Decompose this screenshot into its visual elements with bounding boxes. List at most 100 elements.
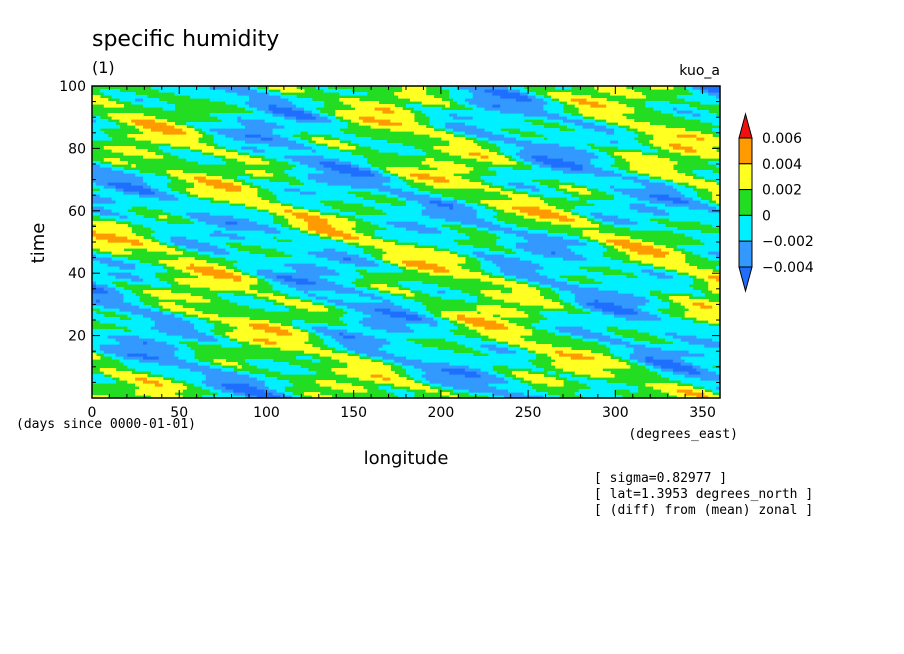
- field-cell: [676, 374, 682, 378]
- field-cell: [433, 284, 438, 288]
- field-cell: [209, 368, 215, 372]
- field-cell: [531, 395, 537, 398]
- field-cell: [170, 296, 176, 300]
- field-cell: [300, 326, 305, 330]
- field-cell: [511, 389, 517, 393]
- field-cell: [441, 296, 446, 300]
- field-cell: [500, 383, 505, 387]
- field-cell: [358, 371, 364, 375]
- field-cell: [386, 326, 391, 330]
- field-cell: [201, 371, 207, 375]
- field-cell: [335, 278, 340, 282]
- field-cell: [539, 374, 544, 378]
- field-cell: [323, 290, 329, 294]
- field-cell: [190, 365, 195, 369]
- field-cell: [653, 362, 658, 366]
- field-cell: [260, 320, 266, 324]
- field-cell: [468, 272, 474, 276]
- field-cell: [417, 281, 423, 285]
- field-cell: [590, 389, 595, 393]
- field-cell: [582, 395, 588, 398]
- field-cell: [201, 326, 207, 330]
- field-cell: [268, 323, 274, 327]
- field-cell: [708, 332, 713, 336]
- field-cell: [205, 269, 211, 273]
- field-cell: [339, 386, 344, 390]
- field-cell: [437, 317, 442, 321]
- field-cell: [700, 383, 705, 387]
- field-cell: [515, 311, 521, 315]
- field-cell: [296, 287, 301, 291]
- field-cell: [708, 353, 713, 357]
- field-cell: [347, 383, 352, 387]
- field-cell: [335, 290, 340, 294]
- field-cell: [300, 281, 305, 285]
- field-cell: [178, 308, 183, 312]
- field-cell: [370, 362, 376, 366]
- field-cell: [382, 287, 387, 291]
- field-cell: [241, 374, 246, 378]
- field-cell: [139, 302, 144, 306]
- field-cell: [370, 284, 376, 288]
- field-cell: [531, 290, 537, 294]
- field-cell: [484, 362, 490, 366]
- field-cell: [668, 272, 674, 276]
- field-cell: [488, 344, 493, 348]
- field-cell: [661, 371, 666, 375]
- field-cell: [437, 368, 442, 372]
- field-cell: [484, 332, 490, 336]
- field-cell: [288, 338, 293, 342]
- field-cell: [249, 386, 254, 390]
- field-cell: [460, 341, 466, 345]
- field-cell: [370, 371, 376, 375]
- field-cell: [92, 302, 97, 306]
- field-cell: [449, 332, 454, 336]
- field-cell: [221, 380, 227, 384]
- field-cell: [425, 380, 431, 384]
- field-cell: [311, 281, 317, 285]
- field-cell: [221, 374, 227, 378]
- field-cell: [555, 266, 560, 270]
- field-cell: [504, 386, 509, 390]
- field-cell: [409, 374, 415, 378]
- field-cell: [143, 305, 148, 309]
- field-cell: [272, 323, 278, 327]
- field-cell: [515, 392, 521, 396]
- field-cell: [680, 347, 686, 351]
- field-cell: [135, 275, 140, 279]
- field-cell: [539, 320, 544, 324]
- field-cell: [488, 374, 493, 378]
- field-cell: [672, 374, 678, 378]
- field-cell: [225, 344, 230, 348]
- field-cell: [127, 293, 132, 297]
- field-cell: [582, 305, 588, 309]
- field-cell: [515, 356, 521, 360]
- field-cell: [335, 371, 340, 375]
- field-cell: [374, 356, 380, 360]
- field-cell: [641, 287, 647, 291]
- field-cell: [358, 344, 364, 348]
- field-cell: [676, 317, 682, 321]
- field-cell: [661, 272, 666, 276]
- field-cell: [621, 284, 627, 288]
- field-cell: [570, 332, 576, 336]
- field-cell: [233, 284, 238, 288]
- field-cell: [178, 305, 183, 309]
- field-cell: [657, 326, 662, 330]
- field-cell: [519, 365, 525, 369]
- field-cell: [252, 266, 258, 270]
- field-cell: [178, 386, 183, 390]
- field-cell: [186, 278, 191, 282]
- field-cell: [578, 377, 584, 381]
- field-cell: [158, 365, 164, 369]
- field-cell: [386, 371, 391, 375]
- field-cell: [445, 323, 450, 327]
- field-cell: [700, 380, 705, 384]
- field-cell: [170, 362, 176, 366]
- field-cell: [641, 302, 647, 306]
- field-cell: [449, 272, 454, 276]
- field-cell: [307, 263, 313, 267]
- field-cell: [645, 284, 650, 288]
- field-cell: [347, 338, 352, 342]
- field-cell: [515, 284, 521, 288]
